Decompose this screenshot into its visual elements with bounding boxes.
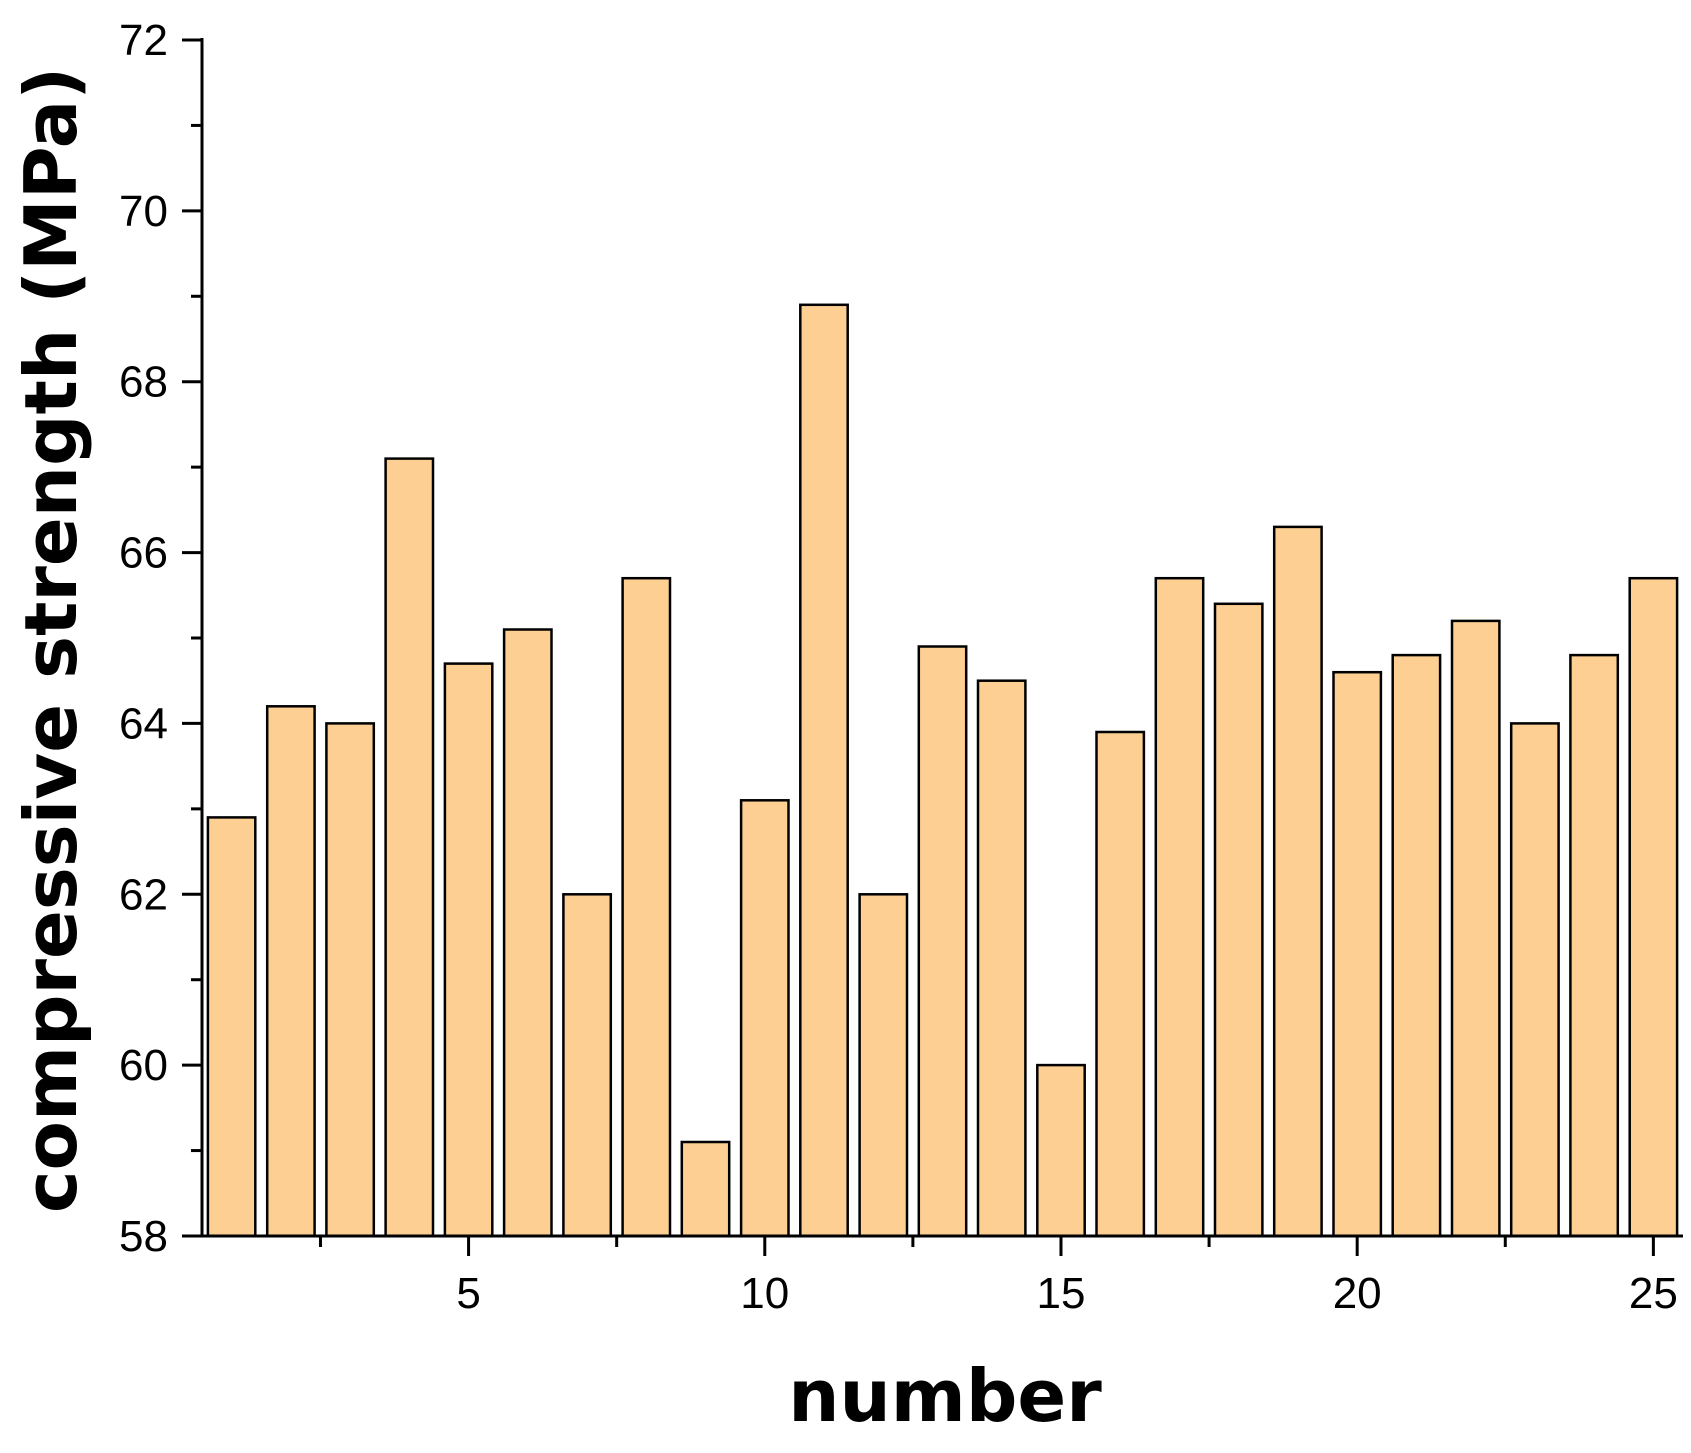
y-tick-label: 66 xyxy=(119,529,168,578)
bar-18 xyxy=(1213,602,1264,1238)
bar-16 xyxy=(1095,730,1146,1238)
bar-5 xyxy=(443,662,494,1238)
bar-7 xyxy=(562,893,613,1238)
y-tick-label: 68 xyxy=(119,358,168,407)
bar-4 xyxy=(384,457,435,1238)
bar-12 xyxy=(858,893,909,1238)
x-axis-title: number xyxy=(788,1354,1102,1438)
bar-17 xyxy=(1154,576,1205,1238)
x-tick-label: 20 xyxy=(1333,1269,1382,1318)
bar-3 xyxy=(325,722,376,1238)
bar-2 xyxy=(265,705,316,1238)
bar-6 xyxy=(502,628,553,1238)
x-tick-label: 25 xyxy=(1629,1269,1678,1318)
y-tick-label: 62 xyxy=(119,870,168,919)
bar-14 xyxy=(976,679,1027,1238)
bar-1 xyxy=(206,816,257,1238)
y-axis-title: compressive strength (MPa) xyxy=(9,67,93,1213)
bar-20 xyxy=(1332,670,1383,1238)
bar-24 xyxy=(1569,653,1620,1238)
bar-21 xyxy=(1391,653,1442,1238)
bar-13 xyxy=(917,645,968,1238)
bar-10 xyxy=(739,799,790,1238)
y-tick-label: 64 xyxy=(119,699,168,748)
bar-23 xyxy=(1509,722,1560,1238)
y-tick-label: 72 xyxy=(119,16,168,65)
y-tick-label: 60 xyxy=(119,1041,168,1090)
bar-8 xyxy=(621,576,672,1238)
x-tick-label: 10 xyxy=(740,1269,789,1318)
bar-22 xyxy=(1450,619,1501,1238)
y-tick-label: 70 xyxy=(119,187,168,236)
x-tick-label: 5 xyxy=(456,1269,480,1318)
bars-group xyxy=(206,303,1679,1238)
bar-19 xyxy=(1272,525,1323,1238)
bar-25 xyxy=(1628,576,1679,1238)
y-tick-label: 58 xyxy=(119,1212,168,1261)
x-tick-label: 15 xyxy=(1037,1269,1086,1318)
bar-15 xyxy=(1036,1063,1086,1238)
bar-11 xyxy=(799,303,849,1238)
bar-9 xyxy=(680,1140,731,1238)
ticks-group: 58 60 62 64 66 68 70 72 5 10 15 20 25 xyxy=(119,16,1678,1318)
